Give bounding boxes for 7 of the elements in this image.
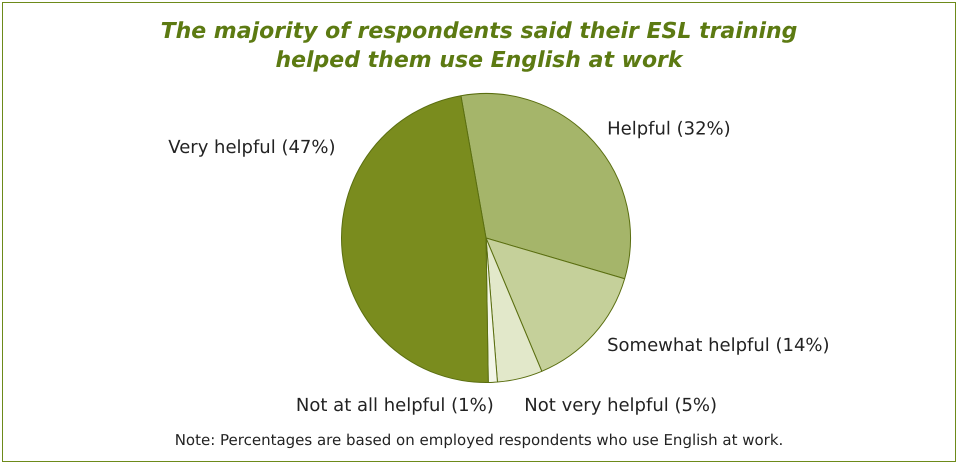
text: Note: Percentages are based on employed respondents who use English at work. [174, 431, 784, 449]
slice-label: Not very helpful (5%) [524, 395, 718, 416]
chart-title: The majority of respondents said their ESL training helped them use English at work [160, 18, 798, 75]
slice-label: Helpful (32%) [607, 118, 731, 140]
slice-label: Not at all helpful (1%) [296, 395, 494, 416]
slice-label: Very helpful (47%) [168, 137, 336, 158]
slice-label: Somewhat helpful (14%) [607, 335, 830, 356]
